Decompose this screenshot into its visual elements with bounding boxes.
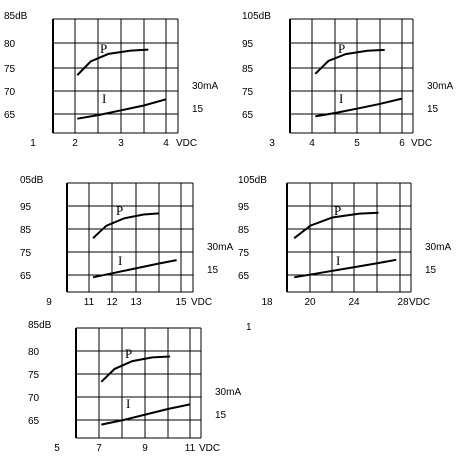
y-tick-label: 70	[4, 87, 16, 98]
x-tick-label: 12	[106, 297, 118, 308]
series-line-p	[92, 212, 160, 239]
right-axis-label: 15	[425, 265, 437, 276]
x-tick-label: 11	[185, 443, 196, 454]
x-tick-label: 11	[84, 297, 95, 308]
y-tick-label: 75	[242, 87, 254, 98]
series-line-i	[92, 259, 177, 279]
y-tick-label: 65	[242, 110, 254, 121]
series-label-i: I	[126, 396, 130, 411]
x-tick-label: 4	[309, 138, 315, 149]
y-tick-label: 95	[20, 202, 32, 213]
x-tick-label: 1	[30, 138, 36, 149]
y-tick-label: 105dB	[242, 11, 271, 22]
x-tick-label: 15	[175, 297, 187, 308]
right-axis-label: 30mA	[207, 242, 233, 253]
x-tick-label: 5	[354, 138, 360, 149]
series-label-p: P	[116, 203, 123, 218]
series-label-p: P	[334, 203, 341, 218]
y-tick-label: 85dB	[28, 320, 52, 331]
y-tick-label: 85	[242, 64, 254, 75]
series-line-p	[100, 355, 171, 383]
right-axis-label: 30mA	[192, 81, 218, 92]
x-tick-label: 2	[72, 138, 78, 149]
page-mark: 1	[246, 322, 252, 333]
x-tick-label: 9	[142, 443, 148, 454]
x-tick-label: 20	[304, 297, 316, 308]
y-tick-label: 65	[238, 271, 250, 282]
y-tick-label: 105dB	[238, 175, 267, 186]
right-axis-label: 30mA	[215, 387, 241, 398]
x-axis-label: VDC	[191, 297, 212, 308]
series-label-i: I	[118, 253, 122, 268]
chart-panel-5: 85dB 80 75 70 65 5 7 9 11 VDC 30mA 15 P I	[28, 320, 241, 454]
series-line-p	[76, 48, 149, 76]
x-tick-label: 28	[397, 297, 409, 308]
series-label-i: I	[336, 253, 340, 268]
series-label-p: P	[125, 346, 132, 361]
series-label-i: I	[339, 91, 343, 106]
x-tick-label: 6	[399, 138, 405, 149]
y-tick-label: 65	[20, 271, 32, 282]
chart-panel-1: 85dB 80 75 70 65 1 2 3 4 VDC 30mA 15 P I	[4, 11, 218, 149]
x-tick-label: 3	[118, 138, 124, 149]
right-axis-label: 15	[215, 410, 227, 421]
y-tick-label: 80	[28, 347, 40, 358]
chart-panel-4: 105dB 95 85 75 65 18 20 24 28 VDC 30mA 15 P I	[238, 175, 451, 308]
right-axis-label: 30mA	[425, 242, 451, 253]
series-line-i	[294, 258, 397, 279]
x-tick-label: 5	[54, 443, 60, 454]
y-tick-label: 85dB	[4, 11, 28, 22]
x-tick-label: 13	[130, 297, 142, 308]
y-tick-label: 75	[4, 64, 16, 75]
x-axis-label: VDC	[176, 138, 197, 149]
series-label-p: P	[338, 41, 345, 56]
series-label-p: P	[100, 41, 107, 56]
y-tick-label: 95	[242, 39, 254, 50]
series-line-p	[293, 211, 379, 239]
series-line-i	[101, 403, 191, 426]
y-tick-label: 70	[28, 393, 40, 404]
x-tick-label: 18	[261, 297, 273, 308]
right-axis-label: 15	[192, 104, 204, 115]
y-tick-label: 75	[20, 248, 32, 259]
chart-panel-3: 05dB 95 85 75 65 9 11 12 13 15 VDC 30mA 15 P I	[20, 175, 233, 308]
series-line-p	[314, 48, 385, 75]
y-tick-label: 05dB	[20, 175, 44, 186]
right-axis-label: 15	[427, 104, 439, 115]
x-axis-label: VDC	[409, 297, 430, 308]
y-tick-label: 80	[4, 39, 16, 50]
series-line-i	[77, 98, 167, 120]
y-tick-label: 65	[4, 110, 16, 121]
x-tick-label: 9	[46, 297, 52, 308]
x-axis-label: VDC	[411, 138, 432, 149]
x-tick-label: 24	[348, 297, 360, 308]
y-tick-label: 75	[28, 370, 40, 381]
y-tick-label: 95	[238, 202, 250, 213]
series-line-i	[315, 97, 403, 118]
x-tick-label: 3	[269, 138, 275, 149]
x-tick-label: 7	[96, 443, 102, 454]
y-tick-label: 85	[238, 225, 250, 236]
right-axis-label: 30mA	[427, 81, 453, 92]
chart-panel-2: 105dB 95 85 75 65 3 4 5 6 VDC 30mA 15 P I	[242, 11, 453, 149]
series-label-i: I	[102, 91, 106, 106]
y-tick-label: 85	[20, 225, 32, 236]
x-axis-label: VDC	[199, 443, 220, 454]
x-tick-label: 4	[163, 138, 169, 149]
right-axis-label: 15	[207, 265, 219, 276]
y-tick-label: 65	[28, 416, 40, 427]
y-tick-label: 75	[238, 248, 250, 259]
